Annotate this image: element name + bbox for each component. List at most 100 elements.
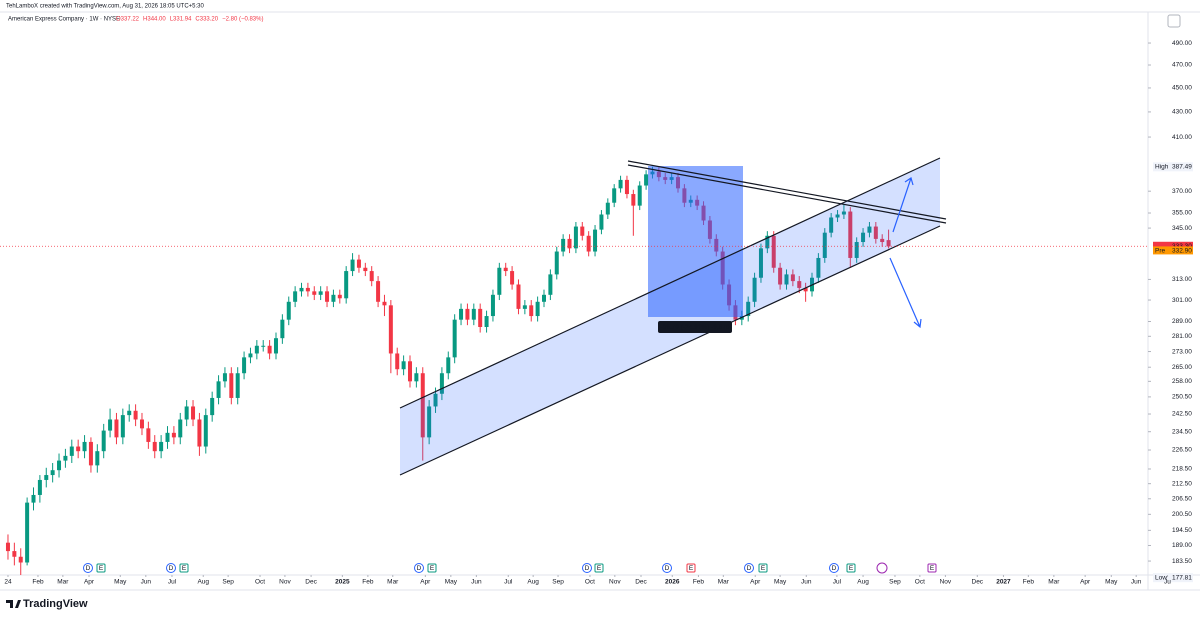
candle-body <box>758 248 763 278</box>
x-tick-label: Mar <box>718 579 730 586</box>
candle-body <box>305 287 310 292</box>
x-tick-label: Apr <box>1080 579 1091 586</box>
candle-body <box>210 397 215 416</box>
event-label: E <box>849 565 854 572</box>
candle-body <box>248 353 253 358</box>
candle-body <box>376 281 381 302</box>
event-marker[interactable]: E <box>96 563 106 573</box>
candle-body <box>25 502 30 563</box>
event-marker[interactable]: E <box>427 563 437 573</box>
candle-body <box>159 441 164 452</box>
event-marker[interactable]: D <box>166 563 176 573</box>
channel-lower <box>399 225 941 476</box>
candle-body <box>465 308 470 320</box>
event-marker[interactable]: D <box>662 563 672 573</box>
candle-body <box>573 226 578 249</box>
candle-body <box>191 406 196 420</box>
candle-body <box>561 238 566 252</box>
candle-body <box>880 238 885 243</box>
candle-body <box>822 232 827 258</box>
price-marker-bg <box>1153 162 1193 172</box>
x-tick-label: Feb <box>1023 579 1035 586</box>
event-badge <box>179 563 189 573</box>
candle-body <box>644 174 649 186</box>
event-marker[interactable]: E <box>758 563 768 573</box>
y-tick-label: 200.50 <box>1172 511 1192 518</box>
candle-body <box>446 357 451 374</box>
candle-body <box>114 419 119 438</box>
y-tick-label: 194.50 <box>1172 527 1192 534</box>
candle-body <box>197 419 202 447</box>
currency-button[interactable] <box>1167 14 1181 28</box>
candle-body <box>618 179 623 189</box>
y-tick-label: 301.00 <box>1172 297 1192 304</box>
price-marker-value: 332.90 <box>1172 248 1192 255</box>
candle-body <box>127 410 132 416</box>
candle-body <box>350 259 355 272</box>
event-marker[interactable]: D <box>83 563 93 573</box>
x-tick-label: 24 <box>4 579 12 586</box>
candle-body <box>146 428 151 442</box>
x-tick-label: Mar <box>387 579 399 586</box>
candle-body <box>414 373 419 382</box>
event-badge <box>83 563 93 573</box>
x-tick-label: Oct <box>255 579 265 586</box>
candle-body <box>178 419 183 438</box>
event-icon[interactable] <box>876 562 888 574</box>
measure-label: -96.70 (-24.91%) -9,670 <box>660 324 729 331</box>
price-marker-value-bg <box>1170 246 1193 255</box>
candle-body <box>497 267 502 295</box>
event-label: D <box>585 565 590 572</box>
y-tick-label: 242.50 <box>1172 411 1192 418</box>
y-tick-label: 370.00 <box>1172 188 1192 195</box>
candle-body <box>803 287 808 292</box>
candle-body <box>816 257 821 278</box>
event-marker[interactable]: E <box>686 563 696 573</box>
x-tick-label: Jun <box>471 579 482 586</box>
x-tick-label: Jul <box>504 579 513 586</box>
event-marker[interactable]: D <box>744 563 754 573</box>
event-badge <box>829 563 839 573</box>
y-tick-label: 355.00 <box>1172 210 1192 217</box>
event-marker[interactable]: E <box>846 563 856 573</box>
candle-body <box>108 419 113 431</box>
event-marker[interactable]: D <box>829 563 839 573</box>
x-tick-label: Apr <box>420 579 431 586</box>
candle-body <box>535 301 540 317</box>
candle-body <box>841 211 846 215</box>
x-tick-label: Dec <box>635 579 647 586</box>
candle-body <box>484 316 489 328</box>
x-tick-label: 2027 <box>996 579 1011 586</box>
ohlc-value: O337.22 <box>116 17 140 23</box>
price-marker-tag: Pre <box>1155 248 1166 255</box>
x-tick-label: Feb <box>693 579 705 586</box>
event-label: D <box>747 565 752 572</box>
y-tick-label: 289.00 <box>1172 318 1192 325</box>
candle-body <box>529 305 534 317</box>
x-tick-label: Jul <box>168 579 177 586</box>
candle-body <box>216 381 221 398</box>
event-marker[interactable]: E <box>594 563 604 573</box>
x-tick-label: Sep <box>222 579 234 586</box>
x-tick-label: Jun <box>1131 579 1142 586</box>
event-badge <box>662 563 672 573</box>
candle-body <box>203 415 208 447</box>
candle-body <box>356 259 361 268</box>
event-marker[interactable]: D <box>414 563 424 573</box>
candle-body <box>407 361 412 382</box>
ohlc-value: L331.94 <box>170 17 192 23</box>
y-tick-label: 470.00 <box>1172 62 1192 69</box>
event-badge <box>166 563 176 573</box>
candle-body <box>280 319 285 339</box>
candle-body <box>861 232 866 243</box>
event-marker[interactable]: E <box>927 563 937 573</box>
measure-label-bg <box>658 321 732 333</box>
event-marker[interactable]: D <box>582 563 592 573</box>
event-marker[interactable]: E <box>179 563 189 573</box>
candle-body <box>312 291 317 295</box>
price-marker-value-bg <box>1170 241 1193 250</box>
candle-body <box>363 267 368 272</box>
logo: TradingView <box>6 598 88 610</box>
x-tick-label: Apr <box>750 579 761 586</box>
